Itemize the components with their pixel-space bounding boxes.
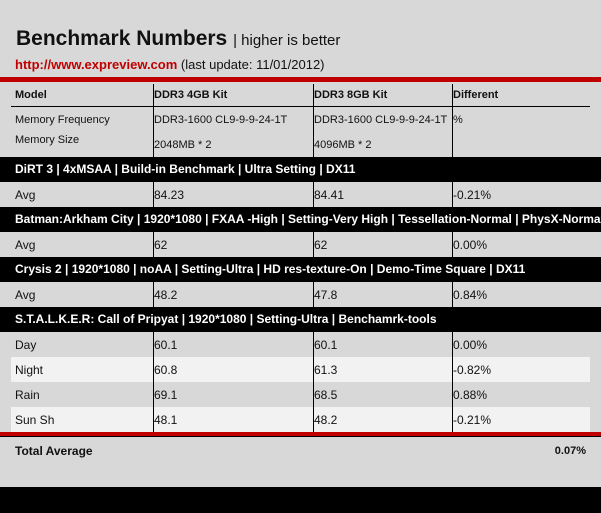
section-header-dirt3: DiRT 3 | 4xMSAA | Build-in Benchmark | U…	[0, 157, 601, 182]
kit4-frequency: DDR3-1600 CL9-9-9-24-1T	[154, 114, 288, 126]
total-label: Total Average	[15, 444, 93, 458]
diff-value: -0.21%	[453, 413, 492, 427]
table-row: Day 60.1 60.1 0.00%	[11, 332, 590, 357]
table-row: Avg 62 62 0.00%	[11, 232, 590, 257]
section-title: DiRT 3 | 4xMSAA | Build-in Benchmark | U…	[15, 162, 356, 176]
col-model: Model	[15, 89, 47, 101]
kit4-value: 62	[154, 238, 168, 252]
row-label: Avg	[15, 288, 36, 302]
total-value: 0.07%	[554, 445, 586, 457]
memory-frequency-label: Memory Frequency	[15, 114, 110, 126]
row-stripe	[11, 357, 590, 382]
diff-value: -0.82%	[453, 363, 492, 377]
kit8-frequency: DDR3-1600 CL9-9-9-24-1T	[314, 114, 448, 126]
kit8-value: 68.5	[314, 388, 338, 402]
kit8-value: 84.41	[314, 188, 345, 202]
footer-bar	[0, 487, 601, 513]
column-header-row: Model DDR3 4GB Kit DDR3 8GB Kit Differen…	[11, 84, 590, 107]
section-header-stalker: S.T.A.L.K.E.R: Call of Pripyat | 1920*10…	[0, 307, 601, 332]
table-row: Avg 48.2 47.8 0.84%	[11, 282, 590, 307]
kit8-value: 62	[314, 238, 328, 252]
section-header-crysis2: Crysis 2 | 1920*1080 | noAA | Setting-Ul…	[0, 257, 601, 282]
kit8-value: 48.2	[314, 413, 338, 427]
diff-value: 0.88%	[453, 388, 488, 402]
source-link[interactable]: http://www.expreview.com	[15, 57, 178, 72]
kit4-value: 48.1	[154, 413, 178, 427]
col-4gb: DDR3 4GB Kit	[154, 89, 228, 101]
diff-value: 0.00%	[453, 238, 488, 252]
kit8-size: 4096MB * 2	[314, 139, 372, 151]
subtitle: | higher is better	[233, 32, 341, 49]
memory-size-label: Memory Size	[15, 134, 80, 146]
title-text: Benchmark Numbers	[16, 27, 228, 50]
section-header-batman: Batman:Arkham City | 1920*1080 | FXAA -H…	[0, 207, 601, 232]
kit4-value: 84.23	[154, 188, 185, 202]
row-label: Avg	[15, 188, 36, 202]
diff-value: -0.21%	[453, 188, 492, 202]
row-label: Sun Sh	[15, 413, 55, 427]
kit8-value: 60.1	[314, 338, 338, 352]
table-row: Rain 69.1 68.5 0.88%	[11, 382, 590, 407]
row-label: Rain	[15, 388, 40, 402]
top-divider	[0, 77, 601, 82]
last-update: (last update: 11/01/2012)	[180, 57, 325, 72]
kit4-value: 69.1	[154, 388, 178, 402]
diff-value: 0.00%	[453, 338, 488, 352]
kit8-value: 47.8	[314, 288, 338, 302]
kit4-value: 60.8	[154, 363, 178, 377]
total-row: Total Average 0.07%	[11, 440, 590, 465]
diff-unit: %	[453, 114, 463, 126]
bottom-divider	[0, 432, 601, 437]
row-label: Day	[15, 338, 37, 352]
section-title: Crysis 2 | 1920*1080 | noAA | Setting-Ul…	[15, 262, 526, 276]
kit8-value: 61.3	[314, 363, 338, 377]
diff-value: 0.84%	[453, 288, 488, 302]
section-title: S.T.A.L.K.E.R: Call of Pripyat | 1920*10…	[15, 312, 437, 326]
row-label: Avg	[15, 238, 36, 252]
kit4-value: 60.1	[154, 338, 178, 352]
info-row: Memory Frequency Memory Size DDR3-1600 C…	[11, 107, 590, 157]
source-line: http://www.expreview.com (last update: 1…	[15, 57, 325, 72]
row-stripe	[11, 407, 590, 432]
section-title: Batman:Arkham City | 1920*1080 | FXAA -H…	[15, 212, 601, 226]
kit4-size: 2048MB * 2	[154, 139, 212, 151]
table-row: Sun Sh 48.1 48.2 -0.21%	[11, 407, 590, 432]
page-title: Benchmark Numbers | higher is better	[16, 27, 340, 51]
table-row: Night 60.8 61.3 -0.82%	[11, 357, 590, 382]
table-row: Avg 84.23 84.41 -0.21%	[11, 182, 590, 207]
col-8gb: DDR3 8GB Kit	[314, 89, 388, 101]
kit4-value: 48.2	[154, 288, 178, 302]
row-label: Night	[15, 363, 44, 377]
col-different: Different	[453, 89, 499, 101]
